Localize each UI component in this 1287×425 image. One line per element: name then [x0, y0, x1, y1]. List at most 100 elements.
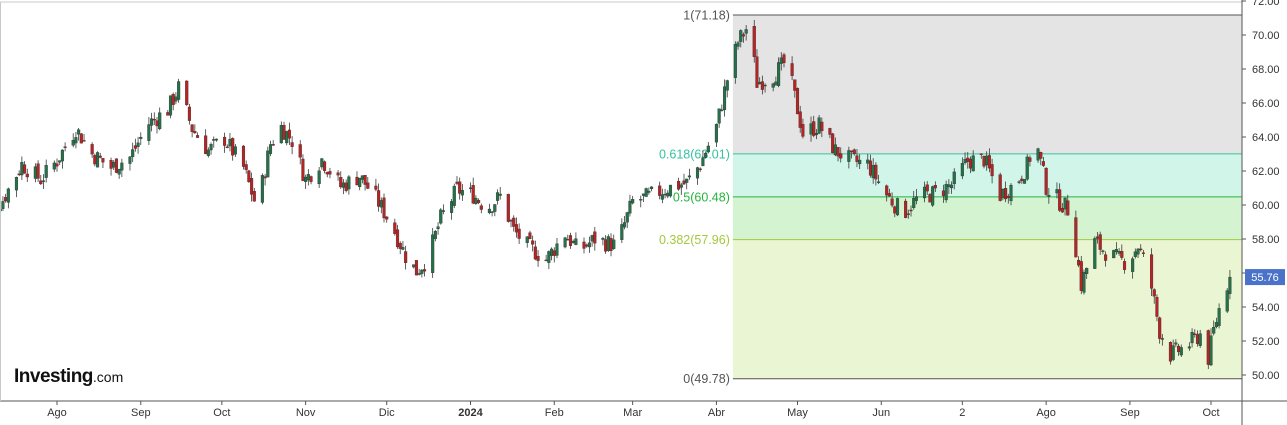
candle [336, 170, 340, 181]
candle-body [366, 182, 370, 189]
candle [666, 190, 670, 199]
candle-body [493, 204, 497, 212]
candle [458, 177, 462, 200]
candle [471, 177, 475, 205]
candle [525, 236, 529, 248]
candle-body [555, 243, 559, 256]
candle [533, 240, 537, 261]
candle-body [658, 185, 662, 196]
candle-body [1066, 200, 1070, 216]
candle [895, 197, 900, 217]
candle-body [647, 190, 651, 193]
candle [204, 129, 208, 155]
candle [79, 133, 83, 144]
candle-body [685, 178, 689, 183]
candle [722, 79, 727, 117]
candle-body [820, 121, 824, 132]
candle [704, 151, 708, 159]
candle [752, 19, 756, 63]
candle [1174, 339, 1178, 348]
candle-body [120, 162, 124, 171]
candle-body [1025, 156, 1029, 180]
candle-body [23, 164, 27, 174]
candle-body [677, 180, 681, 190]
candle-body [358, 177, 362, 187]
candle [877, 174, 881, 185]
candle-body [874, 164, 878, 180]
candle-body [109, 160, 113, 169]
candle-body [809, 123, 813, 135]
candle [452, 183, 456, 209]
candle [1058, 183, 1062, 212]
candle-body [301, 158, 305, 181]
candle-body [774, 81, 778, 86]
candle-body [128, 156, 132, 164]
candle-body [950, 184, 954, 189]
candle [52, 160, 56, 173]
candle-body [1022, 179, 1027, 184]
candle-body [187, 106, 191, 121]
candle [914, 188, 918, 205]
candle [509, 218, 513, 228]
candle-body [628, 200, 632, 214]
candle [736, 40, 740, 50]
candle [4, 193, 8, 203]
candle [658, 181, 662, 200]
candle-body [393, 222, 397, 234]
candle-body [1179, 347, 1183, 356]
candle-body [582, 241, 586, 249]
candle [1066, 194, 1070, 216]
candle [987, 148, 991, 173]
candle [212, 136, 216, 148]
candle [660, 188, 664, 204]
x-tick-label: Sep [1120, 407, 1140, 419]
candle-body [971, 155, 975, 172]
candle [668, 184, 673, 198]
candle-body [136, 142, 140, 147]
candle [77, 127, 81, 141]
candle [347, 175, 351, 195]
candle [82, 133, 86, 142]
candle-body [720, 109, 724, 111]
candle [512, 215, 516, 232]
candle [250, 172, 254, 202]
candle [379, 197, 383, 214]
candle-body [158, 112, 162, 130]
candle [839, 147, 843, 163]
candle-body [744, 29, 748, 34]
candle-body [790, 63, 794, 76]
candle-body [1177, 345, 1181, 353]
candle [701, 150, 705, 167]
candle [190, 124, 194, 138]
candle-body [687, 175, 691, 178]
candle [98, 152, 102, 159]
candle-body [701, 157, 705, 167]
candle [547, 250, 551, 270]
candle [455, 176, 459, 186]
candle [412, 264, 416, 269]
candle [906, 209, 910, 219]
candle-body [460, 190, 464, 196]
candle-body [1171, 345, 1175, 360]
candle [398, 241, 402, 255]
candle [585, 243, 589, 248]
candle-body [714, 123, 718, 143]
investing-logo: Investing.com [14, 366, 123, 388]
candle-body [455, 181, 459, 184]
candle [495, 189, 500, 205]
candle-body [1136, 248, 1140, 255]
y-tick-label: 66.00 [1252, 98, 1280, 110]
candle-body [304, 176, 308, 182]
candle [531, 235, 535, 252]
candle-body [952, 171, 956, 185]
candle-body [968, 158, 973, 169]
candle-body [95, 152, 100, 168]
candle-body [247, 170, 251, 183]
candle [536, 250, 540, 267]
candle-body [925, 184, 929, 192]
candle [644, 187, 648, 197]
y-tick-label: 68.00 [1252, 64, 1280, 76]
candle-body [1074, 217, 1078, 258]
candle [695, 166, 700, 185]
candle [44, 159, 48, 183]
